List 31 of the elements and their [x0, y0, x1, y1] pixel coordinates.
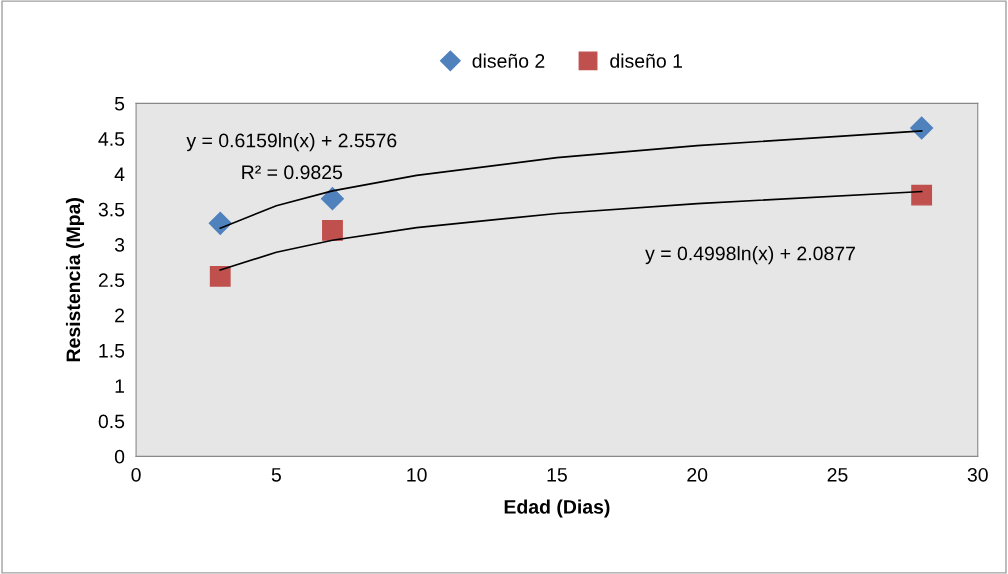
y-tick-label: 4.5 — [98, 132, 125, 146]
point — [910, 116, 934, 140]
point — [911, 184, 933, 206]
y-tick-label: 2.5 — [98, 273, 125, 288]
y-tick-label: 1 — [115, 379, 125, 393]
annotation: y = 0.6159ln(x) + 2.5576 — [186, 133, 397, 152]
x-tick-label: 5 — [271, 468, 281, 482]
x-tick-label: 25 — [827, 467, 848, 482]
x-tick-label: 10 — [407, 467, 427, 482]
x-axis-title: Edad (Dias) — [504, 499, 610, 518]
y-axis-title: Resistencia (Mpa) — [65, 198, 85, 362]
y-tick-label: 0 — [114, 449, 125, 464]
x-tick-label: 30 — [967, 467, 988, 482]
y-tick-label: 4 — [114, 167, 125, 181]
point — [322, 219, 343, 241]
point — [209, 265, 231, 287]
y-tick-label: 2 — [115, 308, 124, 323]
annotation: R² = 0.9825 — [242, 165, 343, 180]
x-tick-label: 20 — [687, 467, 708, 482]
x-tick-label: 15 — [547, 468, 567, 482]
point — [208, 211, 232, 235]
annotation: y = 0.4998ln(x) + 2.0877 — [645, 246, 855, 265]
x-tick-label: 0 — [131, 467, 141, 482]
y-tick-label: 3 — [114, 237, 125, 252]
y-tick-label: 1.5 — [99, 344, 125, 358]
y-tick-label: 5 — [114, 96, 125, 111]
legend-label: diseño 1 — [610, 53, 682, 68]
legend-label: diseño 2 — [472, 53, 545, 68]
y-tick-label: 3.5 — [98, 202, 125, 217]
y-tick-label: 0.5 — [98, 414, 125, 429]
point — [320, 187, 344, 211]
